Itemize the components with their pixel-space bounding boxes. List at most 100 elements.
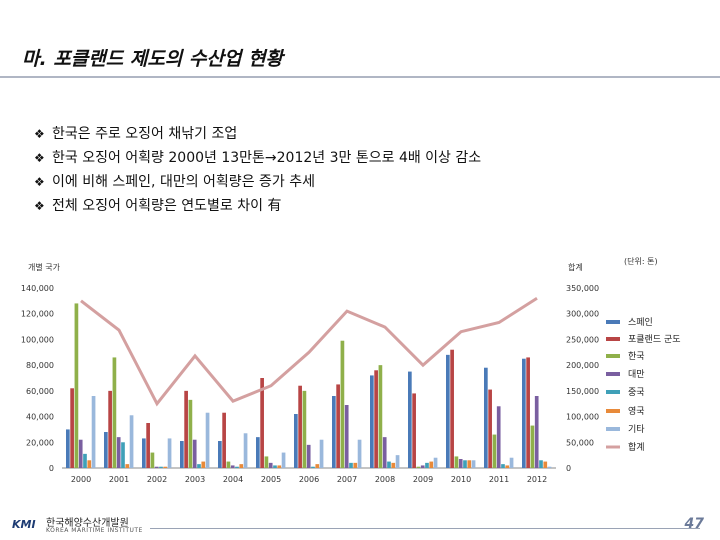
y-tick-label: 100,000 <box>21 335 54 344</box>
bar <box>104 432 108 468</box>
bar <box>83 453 87 468</box>
y2-tick-label: 300,000 <box>566 310 599 319</box>
legend-swatch <box>606 427 620 431</box>
x-tick-label: 2002 <box>147 475 167 484</box>
legend-label: 중국 <box>628 387 645 398</box>
bar <box>382 437 387 468</box>
unit-note: (단위: 톤) <box>624 256 658 266</box>
bar <box>146 423 150 468</box>
bar <box>235 466 239 468</box>
legend-label: 영국 <box>628 406 645 417</box>
diamond-bullet-icon: ❖ <box>34 127 45 141</box>
y2-tick-label: 250,000 <box>566 335 599 344</box>
bar <box>408 371 412 468</box>
bar <box>66 429 70 468</box>
x-tick-label: 2006 <box>299 475 319 484</box>
bar <box>112 357 117 468</box>
bullet-text: 전체 오징어 어획량은 연도별로 차이 有 <box>52 198 282 214</box>
bar <box>344 405 349 468</box>
bar <box>391 462 396 468</box>
legend-label: 대만 <box>628 369 645 380</box>
bar <box>125 464 130 468</box>
x-tick-label: 2012 <box>527 475 547 484</box>
bar <box>298 385 302 468</box>
bar <box>492 434 497 468</box>
bar <box>349 462 353 468</box>
bar <box>395 455 400 468</box>
bar <box>530 425 535 468</box>
bar <box>319 439 324 468</box>
bar <box>471 460 476 468</box>
bar <box>116 437 121 468</box>
bar <box>332 396 336 468</box>
x-tick-label: 2011 <box>489 475 509 484</box>
legend-swatch <box>606 372 620 376</box>
bar <box>154 466 159 468</box>
page-title: 마. 포클랜드 제도의 수산업 현황 <box>22 48 283 70</box>
legend-swatch <box>606 337 620 341</box>
bar <box>425 462 429 468</box>
x-tick-label: 2001 <box>109 475 129 484</box>
bar <box>543 461 548 468</box>
x-tick-label: 2007 <box>337 475 357 484</box>
bar <box>505 465 510 468</box>
bar <box>534 396 539 468</box>
bar <box>311 466 315 468</box>
x-tick-label: 2005 <box>261 475 281 484</box>
bullet-item: ❖ 한국은 주로 오징어 채낚기 조업 <box>34 122 481 146</box>
y-tick-label: 120,000 <box>21 310 54 319</box>
diamond-bullet-icon: ❖ <box>34 175 45 189</box>
bar <box>91 396 96 468</box>
bar <box>277 465 282 468</box>
bar <box>260 378 264 468</box>
bar <box>268 462 273 468</box>
bar <box>509 457 514 468</box>
bar <box>450 349 454 468</box>
bullet-item: ❖ 전체 오징어 어획량은 연도별로 차이 有 <box>34 194 481 218</box>
legend-label: 한국 <box>628 351 645 362</box>
y-tick-label: 80,000 <box>26 361 54 370</box>
bar <box>218 441 222 468</box>
bar <box>416 466 421 468</box>
chart-container: 개별 국가 합계 (단위: 톤) 0 20,000 40,000 60,000 80,000 1… <box>0 250 720 500</box>
squid-catch-chart: 개별 국가 합계(단위: 톤)020,00040,00060,00080,0001… <box>21 256 681 484</box>
y-tick-label: 20,000 <box>26 438 54 447</box>
bar <box>222 412 226 468</box>
bar <box>163 466 168 468</box>
x-tick-label: 2004 <box>223 475 243 484</box>
bar <box>484 367 488 468</box>
legend-label: 합계 <box>628 441 645 453</box>
bar <box>463 460 467 468</box>
footer-rule <box>150 528 700 529</box>
bar <box>78 439 83 468</box>
bar <box>433 457 438 468</box>
bar <box>387 461 391 468</box>
bar <box>306 444 311 468</box>
bullet-item: ❖ 이에 비해 스페인, 대만의 어획량은 증가 추세 <box>34 170 481 194</box>
bullet-text: 한국 오징어 어획량 2000년 13만톤→2012년 3만 톤으로 4배 이상… <box>52 150 482 166</box>
right-axis-title: 합계 <box>568 262 583 272</box>
bar <box>226 461 231 468</box>
bar <box>412 393 416 468</box>
bar <box>357 439 362 468</box>
bar <box>522 358 526 468</box>
bar <box>108 390 112 468</box>
bar <box>264 456 269 468</box>
bar <box>467 460 472 468</box>
bar <box>340 340 345 468</box>
bullet-item: ❖ 한국 오징어 어획량 2000년 13만톤→2012년 3만 톤으로 4배 이… <box>34 146 481 170</box>
legend-swatch <box>606 390 620 394</box>
bar <box>188 399 193 468</box>
bar <box>70 388 74 468</box>
bar <box>488 389 492 468</box>
institute-name-english: KOREA MARITIME INSTITUTE <box>46 527 143 534</box>
bar <box>192 439 197 468</box>
y-tick-label: 60,000 <box>26 387 54 396</box>
bar <box>167 438 172 468</box>
bar <box>526 357 530 468</box>
legend-label: 기타 <box>628 424 645 435</box>
bar <box>454 456 459 468</box>
bullet-list: ❖ 한국은 주로 오징어 채낚기 조업 ❖ 한국 오징어 어획량 2000년 13만… <box>34 122 481 218</box>
bar <box>353 462 358 468</box>
bar <box>315 464 320 468</box>
